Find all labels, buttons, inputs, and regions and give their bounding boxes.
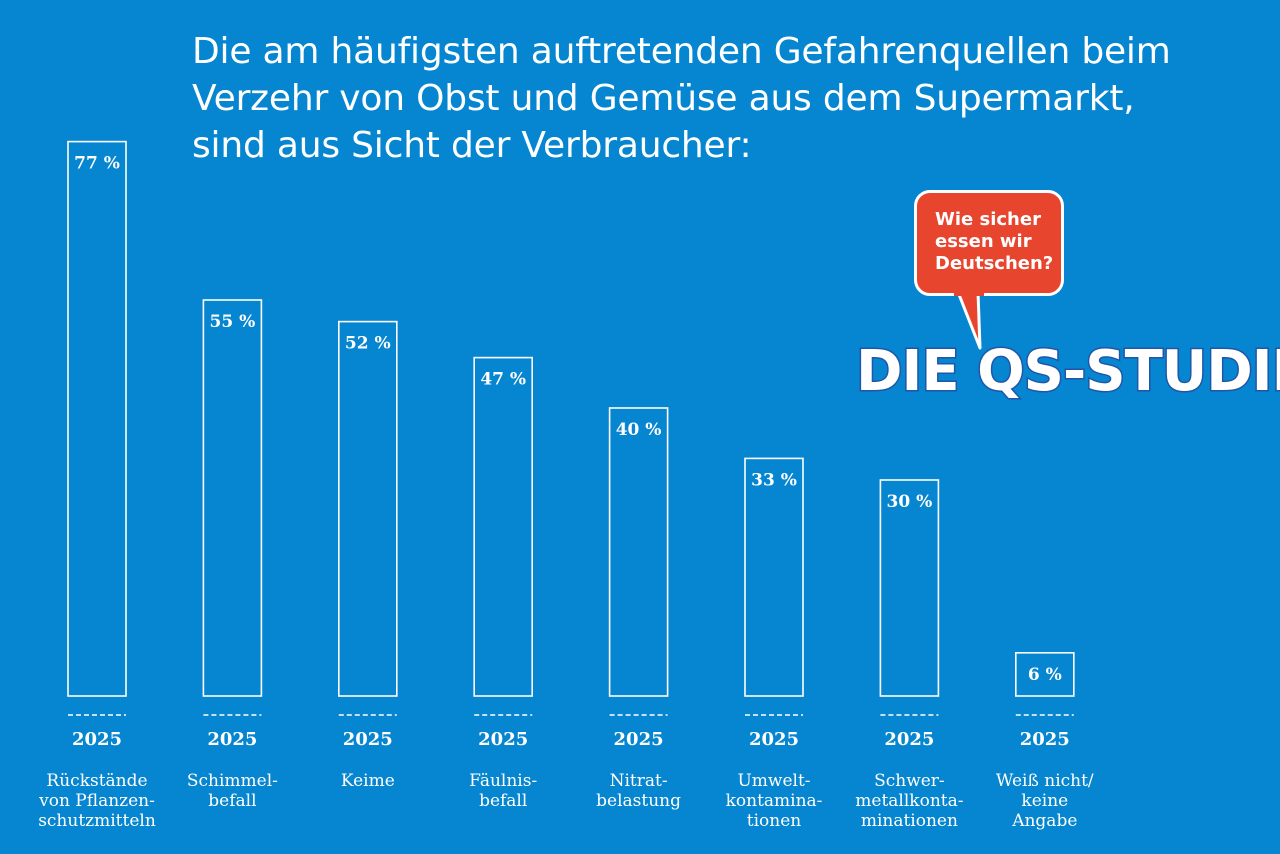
category-label-8-line-3: Angabe bbox=[1012, 811, 1078, 831]
year-label-5: 2025 bbox=[614, 729, 664, 750]
value-label-1: 77 % bbox=[74, 154, 120, 174]
value-label-7: 30 % bbox=[887, 492, 933, 512]
category-label-4-line-2: befall bbox=[479, 791, 528, 811]
bar-1 bbox=[67, 140, 127, 697]
value-label-2: 55 % bbox=[210, 312, 256, 332]
title-line-1: Die am häufigsten auftretenden Gefahrenq… bbox=[192, 31, 1171, 72]
year-label-7: 2025 bbox=[884, 729, 934, 750]
chart-title: Die am häufigsten auftretenden Gefahrenq… bbox=[192, 28, 1252, 169]
category-label-1-line-1: Rückstände bbox=[46, 771, 148, 791]
value-label-5: 40 % bbox=[616, 420, 662, 440]
category-label-7-line-3: minationen bbox=[860, 811, 958, 831]
bar-7 bbox=[879, 479, 940, 697]
bubble-line-2: essen wir bbox=[935, 231, 1032, 252]
qs-studie-logo: DIE QS-STUDIE bbox=[855, 338, 1280, 405]
value-label-4: 47 % bbox=[480, 370, 526, 390]
bubble-line-1: Wie sicher bbox=[935, 209, 1041, 230]
category-label-6-line-1: Umwelt- bbox=[737, 771, 811, 791]
bar-2 bbox=[202, 299, 263, 697]
value-label-3: 52 % bbox=[345, 334, 391, 354]
bubble-line-3: Deutschen? bbox=[935, 253, 1054, 274]
category-label-3-line-1: Keime bbox=[340, 771, 395, 791]
year-label-2: 2025 bbox=[207, 729, 257, 750]
year-label-6: 2025 bbox=[749, 729, 799, 750]
category-label-6: Umwelt-kontamina-tionen bbox=[699, 771, 849, 831]
category-label-4: Fäulnis-befall bbox=[428, 771, 578, 811]
speech-bubble-tail bbox=[954, 292, 984, 350]
bar-8 bbox=[1014, 651, 1075, 697]
category-label-2-line-1: Schimmel- bbox=[186, 771, 278, 791]
category-label-1-line-2: von Pflanzen- bbox=[39, 791, 155, 811]
bar-5 bbox=[608, 407, 669, 697]
category-label-7-line-2: metallkonta- bbox=[855, 791, 964, 811]
bubble-text: Wie sicher essen wir Deutschen? bbox=[935, 209, 1053, 275]
value-label-6: 33 % bbox=[751, 470, 797, 490]
category-label-1: Rückstände von Pflanzen-schutzmitteln bbox=[22, 771, 172, 831]
category-label-8-line-1: Weiß nicht/ bbox=[995, 771, 1094, 791]
category-label-2-line-2: befall bbox=[208, 791, 257, 811]
category-label-5: Nitrat-belastung bbox=[564, 771, 714, 811]
category-label-5-line-2: belastung bbox=[596, 791, 682, 811]
year-label-1: 2025 bbox=[72, 729, 122, 750]
category-label-3: Keime bbox=[293, 771, 443, 791]
bar-3 bbox=[337, 320, 398, 697]
category-label-6-line-2: kontamina- bbox=[725, 791, 823, 811]
category-label-2: Schimmel-befall bbox=[157, 771, 307, 811]
category-label-8-line-2: keine bbox=[1021, 791, 1069, 811]
title-line-2: Verzehr von Obst und Gemüse aus dem Supe… bbox=[192, 78, 1135, 119]
year-label-4: 2025 bbox=[478, 729, 528, 750]
category-label-4-line-1: Fäulnis- bbox=[469, 771, 538, 791]
category-label-8: Weiß nicht/keine Angabe bbox=[970, 771, 1120, 831]
year-label-3: 2025 bbox=[343, 729, 393, 750]
category-label-7-line-1: Schwer- bbox=[874, 771, 945, 791]
category-label-5-line-1: Nitrat- bbox=[609, 771, 668, 791]
bar-4 bbox=[473, 356, 534, 697]
value-label-8: 6 % bbox=[1028, 665, 1062, 685]
category-label-6-line-3: tionen bbox=[746, 811, 802, 831]
title-line-3: sind aus Sicht der Verbraucher: bbox=[192, 125, 752, 166]
bar-6 bbox=[744, 457, 804, 697]
speech-bubble: Wie sicher essen wir Deutschen? bbox=[914, 190, 1064, 296]
category-label-1-line-3: schutzmitteln bbox=[38, 811, 156, 831]
category-label-7: Schwer-metallkonta-minationen bbox=[834, 771, 984, 831]
year-label-8: 2025 bbox=[1020, 729, 1070, 750]
